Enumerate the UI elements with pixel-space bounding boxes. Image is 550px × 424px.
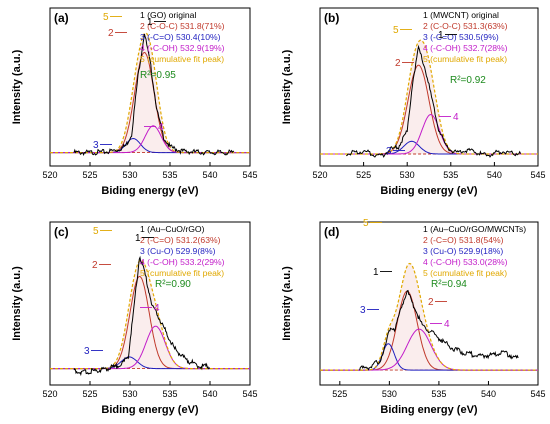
peak-label-2: 2 [428,297,434,308]
x-tick-label: 540 [487,170,502,180]
peak-label-1: 1 [147,17,153,28]
r-squared: R²=0.90 [155,279,191,290]
peak-label-5: 5 [393,25,399,36]
x-axis-title: Biding energy (eV) [380,185,478,197]
panel-label: (c) [54,225,69,239]
x-tick-label: 535 [443,170,458,180]
peak-label-1: 1 [135,233,141,244]
legend-entry-2: 2 (C-O-C) 531.3(63%) [423,21,508,31]
peak-label-1: 1 [373,267,379,278]
peak-label-2: 2 [92,260,98,271]
cumulative-fit [320,262,538,371]
r-squared: R²=0.94 [431,279,467,290]
panel-label: (d) [324,225,339,239]
r-squared: R²=0.92 [450,75,486,86]
peak-label-4: 4 [154,303,160,314]
legend-entry-3: 3 (-C=O) 530.5(9%) [423,32,499,42]
x-tick-label: 540 [481,389,496,399]
legend-entry-2: 2 (-C=O) 531.8(54%) [423,235,504,245]
x-axis-title: Biding energy (eV) [380,404,478,416]
measured-spectrum [359,289,519,371]
x-tick-label: 520 [42,170,57,180]
peak-label-4: 4 [444,319,450,330]
legend-entry-2: 2 (C-O-C) 531.8(71%) [140,21,225,31]
x-tick-label: 545 [530,389,545,399]
legend-entry-5: 5 (cumulative fit peak) [423,54,507,64]
fit-area [320,263,538,371]
panel-label: (a) [54,11,69,25]
x-tick-label: 525 [82,170,97,180]
x-tick-label: 530 [122,389,137,399]
x-axis-title: Biding energy (eV) [101,185,199,197]
x-tick-label: 520 [312,170,327,180]
peak-label-5: 5 [363,218,369,229]
x-tick-label: 525 [332,389,347,399]
legend-entry-3: 3 (-C=O) 530.4(10%) [140,32,221,42]
x-tick-label: 535 [431,389,446,399]
cumulative-fit [320,39,538,155]
peak-label-1: 1 [438,30,444,41]
x-tick-label: 525 [82,389,97,399]
x-axis-title: Biding energy (eV) [101,404,199,416]
plot-frame [319,221,539,386]
plot-frame [319,7,539,167]
x-tick-label: 530 [382,389,397,399]
legend-entry-1: 1 (GO) original [140,10,196,20]
legend-entry-5: 5 (cumulative fit peak) [140,54,224,64]
chart-panel: 520 525 530 535 540 545 Biding energy (eV) Inte… [281,7,546,197]
x-tick-label: 530 [400,170,415,180]
x-tick-label: 540 [202,170,217,180]
peak-label-3: 3 [93,140,99,151]
measured-spectrum [346,44,522,158]
peak-label-2: 2 [108,28,114,39]
panel-label: (b) [324,11,339,25]
legend-entry-4: 4 (-C-OH) 533.0(28%) [423,257,508,267]
y-axis-title: Intensity (a.u.) [281,266,293,341]
peak-label-5: 5 [103,12,109,23]
legend-entry-3: 3 (Cu-O) 529.9(18%) [423,246,503,256]
measured-spectrum [73,255,211,377]
x-tick-label: 545 [530,170,545,180]
peak-label-3: 3 [360,305,366,316]
x-tick-label: 545 [242,170,257,180]
plot-frame [49,221,251,386]
chart-panel: 525 530 535 540 545 Biding energy (eV) Intensi… [281,218,546,416]
x-tick-label: 530 [122,170,137,180]
r-squared: R²=0.95 [140,70,176,81]
x-tick-label: 525 [356,170,371,180]
legend-entry-5: 5 (cumulative fit peak) [423,268,507,278]
y-axis-title: Intensity (a.u.) [11,266,23,341]
legend-entry-1: 1 (Au–CuO/rGO/MWCNTs) [423,224,526,234]
fit-area [50,33,250,153]
legend-entry-2: 2 (-C=O) 531.2(63%) [140,235,221,245]
plot-frame [49,7,251,167]
measured-spectrum [73,33,235,156]
chart-panel: 520 525 530 535 540 545 Biding energy (eV) Inte… [11,7,258,197]
peak-label-3: 3 [386,146,392,157]
peak-label-2: 2 [395,58,401,69]
peak-label-4: 4 [158,122,164,133]
legend-entry-5: 5 (cumulative fit peak) [140,268,224,278]
y-axis-title: Intensity (a.u.) [11,49,23,124]
y-axis-title: Intensity (a.u.) [281,49,293,124]
x-tick-label: 540 [202,389,217,399]
x-tick-label: 535 [162,389,177,399]
peak-label-5: 5 [93,226,99,237]
x-tick-label: 545 [242,389,257,399]
legend-entry-4: 4 (-C-OH) 533.2(29%) [140,257,225,267]
legend-entry-3: 3 (Cu-O) 529.9(8%) [140,246,216,256]
legend-entry-1: 1 (MWCNT) original [423,10,499,20]
x-tick-label: 535 [162,170,177,180]
fit-area [320,40,538,155]
legend-entry-1: 1 (Au–CuO/rGO) [140,224,205,234]
peak-label-3: 3 [84,346,90,357]
legend-entry-4: 4 (-C-OH) 532.7(28%) [423,43,508,53]
chart-panel: 520 525 530 535 540 545 Biding energy (eV) Inte… [11,221,258,416]
cumulative-fit [50,259,250,370]
x-tick-label: 520 [42,389,57,399]
peak-label-4: 4 [453,112,459,123]
legend-entry-4: 4 (-C-OH) 532.9(19%) [140,43,225,53]
